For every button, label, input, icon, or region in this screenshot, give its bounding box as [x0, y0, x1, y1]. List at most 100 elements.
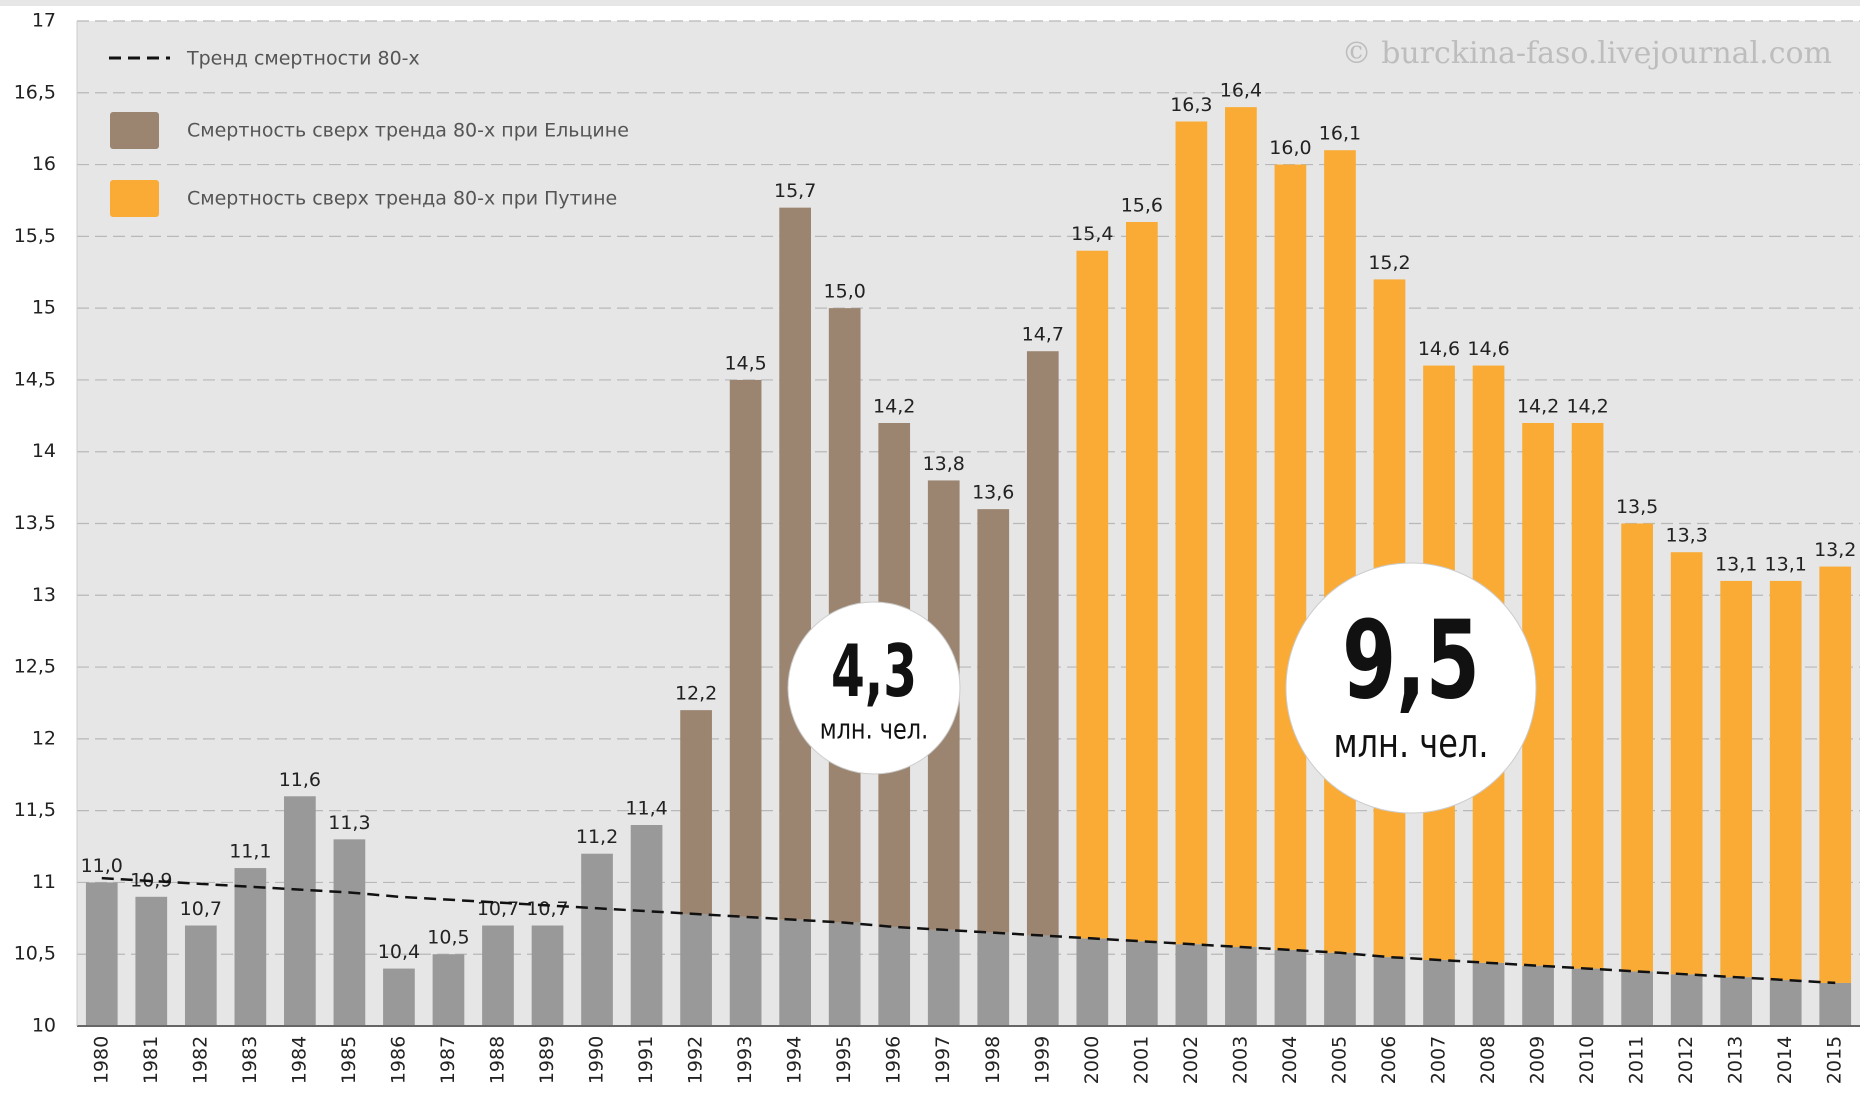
bar — [284, 796, 316, 1026]
y-tick-label: 15 — [32, 297, 56, 319]
value-label: 15,0 — [824, 281, 866, 303]
legend-label: Смертность сверх тренда 80-х при Ельцине — [187, 120, 629, 142]
x-tick-label: 2005 — [1328, 1036, 1350, 1084]
y-tick-label: 12 — [32, 727, 56, 749]
x-tick-label: 1997 — [932, 1036, 954, 1084]
bar-base — [878, 926, 911, 1026]
bar-excess — [1026, 351, 1059, 936]
y-tick-label: 11,5 — [14, 799, 56, 821]
bar-excess — [1819, 566, 1852, 983]
x-tick-label: 2004 — [1279, 1036, 1301, 1084]
bar-base — [1274, 949, 1307, 1026]
trend-line — [101, 876, 1836, 985]
bar-base — [1670, 974, 1703, 1026]
x-tick-label: 1990 — [586, 1036, 608, 1084]
x-tick-label: 2010 — [1576, 1036, 1598, 1084]
bar-base — [1769, 980, 1802, 1026]
y-tick-label: 13 — [32, 584, 56, 606]
value-label: 15,7 — [774, 180, 816, 202]
x-tick-label: 1984 — [288, 1036, 310, 1084]
x-tick-label: 2014 — [1774, 1036, 1796, 1084]
bar-base — [828, 922, 861, 1026]
x-tick-label: 1994 — [784, 1036, 806, 1084]
bar-excess — [977, 509, 1010, 933]
x-tick-label: 1996 — [883, 1036, 905, 1084]
y-tick-label: 10 — [32, 1015, 56, 1037]
value-label: 16,4 — [1220, 80, 1262, 102]
y-tick-label: 14,5 — [14, 368, 56, 390]
watermark: © burckina-faso.livejournal.com — [1342, 36, 1832, 71]
x-tick-label: 2002 — [1180, 1036, 1202, 1084]
y-tick-label: 16,5 — [14, 81, 56, 103]
legend-label: Смертность сверх тренда 80-х при Путине — [187, 188, 617, 210]
bar-excess — [1225, 107, 1257, 948]
annotation-unit: млн. чел. — [1333, 719, 1488, 766]
top-strip — [0, 0, 1860, 6]
bar-base — [1373, 957, 1406, 1026]
x-tick-label: 2000 — [1081, 1036, 1103, 1084]
bar-excess — [1324, 150, 1356, 953]
bar-base — [779, 919, 812, 1026]
bar-base — [729, 916, 762, 1026]
annotation: 4,3 млн. чел. 9,5 млн. чел. — [787, 562, 1537, 814]
value-label: 15,4 — [1071, 223, 1113, 245]
bar-base — [1522, 965, 1554, 1026]
value-label: 10,4 — [378, 941, 420, 963]
annotation-unit: млн. чел. — [820, 712, 929, 745]
bar-base — [1076, 938, 1109, 1026]
value-label: 14,2 — [1566, 396, 1608, 418]
value-label: 15,6 — [1121, 195, 1163, 217]
y-tick-label: 10,5 — [14, 943, 56, 965]
legend-label: Тренд смертности 80-х — [186, 48, 420, 70]
bar — [184, 925, 217, 1026]
value-label: 11,3 — [328, 812, 370, 834]
legend-swatch — [110, 180, 159, 217]
bar-excess — [1076, 250, 1109, 939]
value-label: 12,2 — [675, 683, 717, 705]
value-label: 16,0 — [1269, 137, 1311, 159]
x-tick-label: 2015 — [1824, 1036, 1846, 1084]
bar-base — [1472, 962, 1505, 1026]
bar — [383, 968, 415, 1026]
annotation-value: 4,3 — [831, 630, 917, 714]
x-tick-label: 2006 — [1378, 1036, 1400, 1084]
x-tick-label: 1983 — [239, 1036, 261, 1084]
value-label: 16,3 — [1170, 94, 1212, 116]
value-label: 10,7 — [180, 898, 222, 920]
x-tick-label: 1993 — [734, 1036, 756, 1084]
x-tick-label: 1988 — [486, 1036, 508, 1084]
bar-base — [1125, 941, 1158, 1026]
bar-excess — [1571, 423, 1604, 969]
value-label: 14,2 — [1517, 396, 1559, 418]
bar — [581, 853, 613, 1026]
y-tick-label: 16 — [32, 153, 56, 175]
legend-swatch — [110, 112, 159, 149]
x-tick-label: 1986 — [387, 1036, 409, 1084]
bar-base — [1571, 968, 1604, 1026]
bar — [482, 925, 514, 1026]
bar — [432, 954, 465, 1026]
annotation-circle — [1285, 562, 1537, 814]
bar-base — [927, 929, 960, 1026]
x-tick-label: 2003 — [1229, 1036, 1251, 1084]
bar — [333, 839, 366, 1026]
x-tick-label: 2013 — [1725, 1036, 1747, 1084]
x-tick-label: 1980 — [90, 1036, 112, 1084]
y-tick-label: 13,5 — [14, 512, 56, 534]
value-label: 10,7 — [526, 898, 568, 920]
value-label: 14,2 — [873, 396, 915, 418]
bar-base — [1225, 947, 1257, 1026]
y-tick-label: 11 — [32, 871, 56, 893]
x-tick-label: 1999 — [1031, 1036, 1053, 1084]
x-tick-label: 1982 — [189, 1036, 211, 1084]
value-label: 13,5 — [1616, 496, 1658, 518]
value-label: 13,8 — [923, 453, 965, 475]
bar-base — [1423, 959, 1455, 1026]
bar-base — [1175, 944, 1208, 1026]
value-label: 11,2 — [576, 826, 618, 848]
bar-base — [1720, 977, 1753, 1026]
legend: Тренд смертности 80-х Смертность сверх т… — [109, 48, 629, 217]
x-tick-label: 2008 — [1477, 1036, 1499, 1084]
bar — [234, 868, 267, 1026]
bar-base — [1324, 952, 1356, 1026]
